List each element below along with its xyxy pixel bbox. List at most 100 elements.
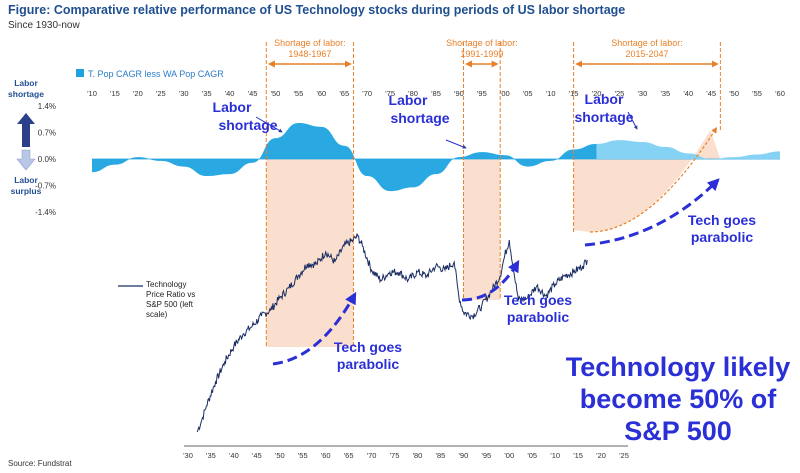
- y-tick-label: 0.7%: [38, 129, 56, 138]
- top-x-tick-label: '75: [385, 89, 395, 98]
- down-arrow-icon: [16, 149, 36, 171]
- bottom-x-tick-label: '15: [573, 451, 583, 460]
- bottom-x-tick-label: '85: [436, 451, 446, 460]
- bottom-x-tick-label: '10: [550, 451, 560, 460]
- top-x-tick-label: '50: [271, 89, 281, 98]
- tech-ratio-line-group: [196, 233, 588, 433]
- shortage-shade-region: [573, 130, 721, 232]
- shortage-shade-region: [463, 159, 501, 300]
- parabolic-arrow-3: [584, 178, 720, 247]
- top-x-tick-label: '10: [87, 89, 97, 98]
- top-x-tick-label: '85: [431, 89, 441, 98]
- bottom-x-tick-label: '70: [367, 451, 377, 460]
- top-x-tick-label: '70: [362, 89, 372, 98]
- bottom-x-tick-label: '45: [252, 451, 262, 460]
- top-x-tick-label: '15: [110, 89, 120, 98]
- bottom-x-tick-label: '05: [527, 451, 537, 460]
- shortage-period-years: 1948-1967: [288, 49, 331, 59]
- top-x-tick-label: '65: [339, 89, 349, 98]
- shortage-period-years: 1991-1999: [460, 49, 503, 59]
- annotation-pointer: [627, 111, 638, 130]
- labor-shortage-side-label: Labor shortage: [8, 78, 44, 99]
- top-x-tick-label: '40: [225, 89, 235, 98]
- top-x-tick-label: '35: [202, 89, 212, 98]
- y-tick-label: 1.4%: [38, 102, 56, 111]
- chart-title: Figure: Comparative relative performance…: [8, 3, 625, 17]
- bottom-x-tick-label: '95: [481, 451, 491, 460]
- source-note: Source: Fundstrat: [8, 459, 72, 468]
- top-x-tick-label: '95: [477, 89, 487, 98]
- bottom-x-tick-label: '35: [206, 451, 216, 460]
- top-x-tick-label: '50: [729, 89, 739, 98]
- annotation-pointer: [445, 139, 467, 149]
- bottom-x-tick-label: '60: [321, 451, 331, 460]
- parabolic-arrow-2: [461, 259, 520, 302]
- top-x-tick-label: '30: [179, 89, 189, 98]
- bottom-x-tick-label: '00: [504, 451, 514, 460]
- tech-callout-3: Tech goes parabolic: [688, 212, 756, 245]
- population-cagr-area: [92, 123, 780, 192]
- top-x-tick-label: '80: [408, 89, 418, 98]
- top-x-tick-label: '60: [316, 89, 326, 98]
- population-area-historical: [92, 123, 597, 192]
- bottom-x-tick-label: '20: [596, 451, 606, 460]
- labor-direction-indicator: Labor shortage Labor surplus: [8, 78, 44, 196]
- top-x-tick-label: '45: [706, 89, 716, 98]
- top-x-tick-label: '35: [660, 89, 670, 98]
- top-x-tick-label: '00: [500, 89, 510, 98]
- labor-shortage-annotations: Labor shortage Labor shortage Labor shortage: [213, 91, 638, 149]
- tech-callout-2: Tech goes parabolic: [504, 292, 572, 325]
- annotation-pointer: [255, 116, 283, 133]
- top-x-tick-label: '40: [683, 89, 693, 98]
- top-x-tick-label: '05: [523, 89, 533, 98]
- bottom-x-tick-label: '30: [183, 451, 193, 460]
- legend-swatch-population: [76, 69, 84, 77]
- legend-label-population: T. Pop CAGR less WA Pop CAGR: [88, 69, 224, 79]
- y-tick-label: -1.4%: [35, 208, 56, 217]
- top-x-tick-label: '25: [615, 89, 625, 98]
- shortage-shades: [266, 130, 721, 347]
- y-tick-label: 0.0%: [38, 155, 56, 164]
- top-x-tick-label: '20: [133, 89, 143, 98]
- bottom-x-tick-label: '25: [619, 451, 629, 460]
- top-x-tick-label: '25: [156, 89, 166, 98]
- top-x-axis: '10 '15 '20 '25 '30 '35 '40 '45 '50 '55 '60 '65 '70 '…: [87, 89, 785, 98]
- bottom-x-tick-label: '75: [390, 451, 400, 460]
- legend-label-tech: Technology Price Ratio vs S&P 500 (left sca…: [146, 280, 195, 319]
- y-tick-label: -0.7%: [35, 182, 56, 191]
- tech-callout-1: Tech goes parabolic: [334, 339, 402, 372]
- shortage-period-label: Shortage of labor:: [446, 38, 518, 48]
- y-axis-ticks: 1.4% 0.7% 0.0% -0.7% -1.4%: [35, 102, 56, 217]
- headline: Technology likely become 50% of S&P 500: [566, 352, 791, 446]
- labor-surplus-side-label: Labor surplus: [11, 175, 42, 196]
- parabolic-arrows: [272, 178, 720, 366]
- bottom-x-tick-label: '40: [229, 451, 239, 460]
- labor-shortage-annotation: Labor shortage: [574, 91, 633, 125]
- top-x-tick-label: '55: [294, 89, 304, 98]
- top-x-tick-label: '30: [638, 89, 648, 98]
- shortage-period-label: Shortage of labor:: [274, 38, 346, 48]
- parabolic-arrow-1: [272, 291, 357, 366]
- population-area-projected: [596, 140, 780, 159]
- bottom-x-tick-label: '50: [275, 451, 285, 460]
- top-x-tick-label: '60: [775, 89, 785, 98]
- bottom-x-axis: '30 '35 '40 '45 '50 '55 '60 '65 '70 '75 '80 '85 '90 '…: [183, 445, 629, 460]
- tech-ratio-line: [196, 233, 588, 433]
- projection-dashed-arrow: [589, 126, 718, 233]
- top-x-tick-label: '55: [752, 89, 762, 98]
- labor-shortage-annotation: Labor shortage: [389, 92, 450, 126]
- top-x-tick-label: '10: [546, 89, 556, 98]
- bottom-x-tick-label: '80: [413, 451, 423, 460]
- bottom-x-tick-label: '65: [344, 451, 354, 460]
- bottom-x-tick-label: '55: [298, 451, 308, 460]
- labor-shortage-annotation: Labor shortage: [213, 99, 278, 133]
- shortage-period-label: Shortage of labor:: [611, 38, 683, 48]
- chart-subtitle: Since 1930-now: [8, 20, 80, 31]
- shortage-period-years: 2015-2047: [625, 49, 668, 59]
- top-x-tick-label: '45: [248, 89, 258, 98]
- top-x-tick-label: '20: [592, 89, 602, 98]
- bottom-x-tick-label: '90: [458, 451, 468, 460]
- up-arrow-icon: [17, 113, 35, 147]
- top-x-tick-label: '90: [454, 89, 464, 98]
